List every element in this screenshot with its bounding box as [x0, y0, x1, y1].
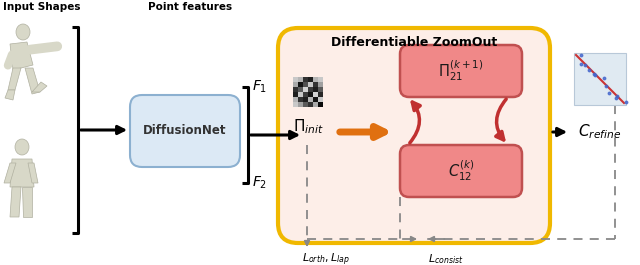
Bar: [313, 77, 318, 82]
FancyArrowPatch shape: [29, 46, 57, 50]
FancyBboxPatch shape: [278, 28, 550, 243]
Polygon shape: [22, 187, 32, 217]
FancyBboxPatch shape: [130, 95, 240, 167]
Text: $C_{12}^{(k)}$: $C_{12}^{(k)}$: [448, 159, 474, 183]
Bar: [313, 87, 318, 92]
Text: $C_{refine}$: $C_{refine}$: [578, 123, 621, 141]
Bar: [293, 92, 298, 97]
Bar: [318, 92, 323, 97]
Bar: [293, 77, 298, 82]
Ellipse shape: [15, 139, 29, 155]
Bar: [318, 82, 323, 87]
Bar: [303, 97, 308, 102]
FancyBboxPatch shape: [400, 145, 522, 197]
Bar: [303, 77, 308, 82]
Text: Input Shapes: Input Shapes: [3, 2, 81, 12]
Text: $\Pi_{init}$: $\Pi_{init}$: [293, 117, 324, 136]
Bar: [298, 87, 303, 92]
Bar: [313, 92, 318, 97]
Bar: [308, 82, 313, 87]
Bar: [313, 102, 318, 107]
Polygon shape: [8, 68, 21, 90]
Bar: [303, 87, 308, 92]
Bar: [308, 97, 313, 102]
FancyBboxPatch shape: [400, 45, 522, 97]
Bar: [308, 102, 313, 107]
Bar: [303, 82, 308, 87]
Bar: [303, 92, 308, 97]
Polygon shape: [10, 159, 34, 187]
Bar: [318, 102, 323, 107]
Bar: [313, 97, 318, 102]
Text: $F_1$: $F_1$: [252, 79, 268, 95]
Polygon shape: [10, 187, 21, 217]
Text: $L_{orth}, L_{lap}$: $L_{orth}, L_{lap}$: [302, 252, 350, 265]
Polygon shape: [25, 68, 40, 94]
Bar: [574, 53, 626, 105]
Text: $L_{consist}$: $L_{consist}$: [428, 252, 464, 265]
Bar: [318, 77, 323, 82]
Bar: [308, 87, 313, 92]
Bar: [293, 82, 298, 87]
Bar: [308, 77, 313, 82]
Polygon shape: [10, 42, 33, 70]
Text: DiffusionNet: DiffusionNet: [143, 125, 227, 138]
Bar: [298, 102, 303, 107]
Polygon shape: [28, 163, 38, 183]
Bar: [308, 92, 313, 97]
Polygon shape: [32, 82, 47, 92]
FancyArrowPatch shape: [8, 55, 12, 65]
Bar: [313, 82, 318, 87]
Bar: [293, 102, 298, 107]
Text: Point features: Point features: [148, 2, 232, 12]
Bar: [293, 97, 298, 102]
Text: $F_2$: $F_2$: [252, 175, 267, 191]
Bar: [318, 97, 323, 102]
Polygon shape: [4, 163, 16, 183]
Bar: [298, 97, 303, 102]
Bar: [298, 92, 303, 97]
Bar: [293, 87, 298, 92]
Text: $\Pi_{21}^{(k+1)}$: $\Pi_{21}^{(k+1)}$: [438, 59, 484, 83]
Bar: [318, 87, 323, 92]
Bar: [298, 77, 303, 82]
Bar: [298, 82, 303, 87]
Polygon shape: [5, 90, 15, 100]
Ellipse shape: [16, 24, 30, 40]
Bar: [303, 102, 308, 107]
Text: Differentiable ZoomOut: Differentiable ZoomOut: [331, 36, 497, 49]
